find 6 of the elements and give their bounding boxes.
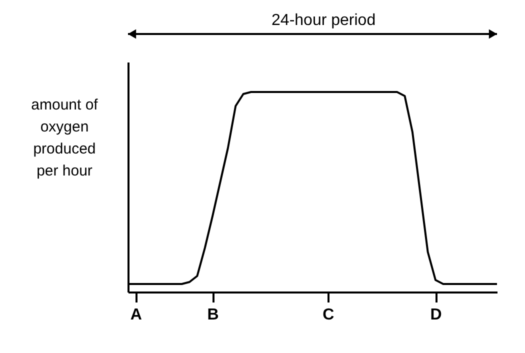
x-tick-label: B bbox=[207, 306, 219, 324]
x-tick-label: C bbox=[322, 306, 335, 324]
y-axis-title: amount of oxygen produced per hour bbox=[31, 96, 99, 180]
text: 24-hour period bbox=[272, 12, 376, 29]
x-tick-label: D bbox=[430, 306, 442, 324]
x-tick-label: A bbox=[130, 306, 142, 324]
